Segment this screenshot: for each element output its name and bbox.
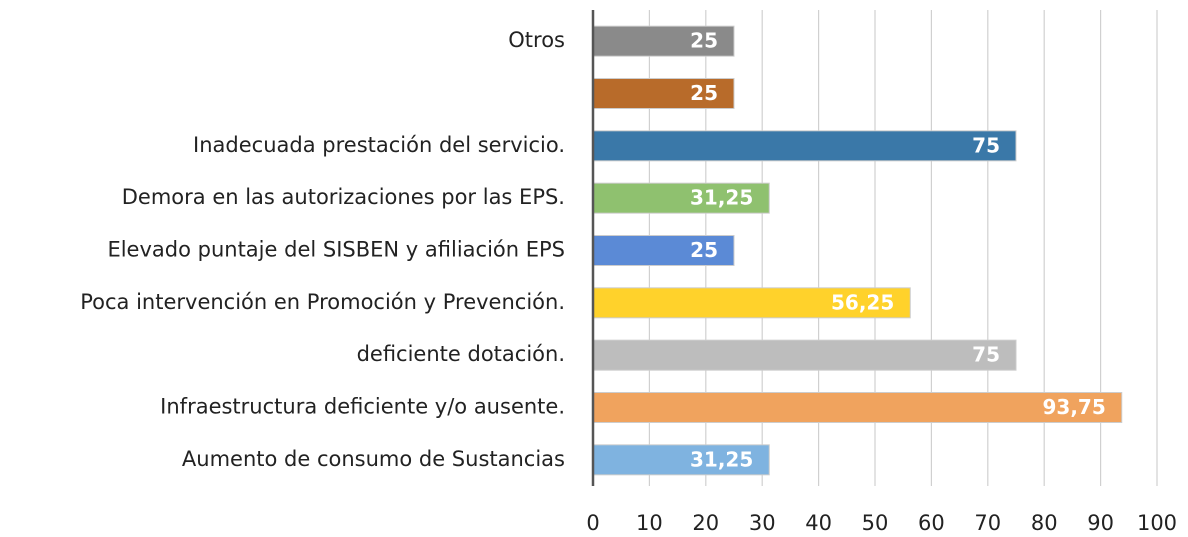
y-tick-label: Inadecuada prestación del servicio. xyxy=(193,133,565,157)
y-tick-label: deficiente dotación. xyxy=(357,342,565,366)
x-tick-label: 70 xyxy=(974,511,1001,535)
bar xyxy=(592,182,770,214)
y-tick-label: Demora en las autorizaciones por las EPS… xyxy=(122,185,565,209)
value-label: 31,25 xyxy=(690,447,753,471)
x-tick-label: 20 xyxy=(692,511,719,535)
bar xyxy=(592,235,735,266)
value-label: 25 xyxy=(690,238,718,262)
x-tick-label: 50 xyxy=(862,511,889,535)
value-label: 56,25 xyxy=(831,290,894,314)
y-tick-label: Otros xyxy=(508,28,565,52)
bar xyxy=(592,392,1123,423)
x-tick-label: 30 xyxy=(749,511,776,535)
x-tick-label: 100 xyxy=(1137,511,1177,535)
x-tick-label: 10 xyxy=(636,511,663,535)
bar xyxy=(592,78,735,109)
y-tick-label: Elevado puntaje del SISBEN y afiliación … xyxy=(107,238,565,262)
value-label: 75 xyxy=(972,133,1000,157)
value-label: 31,25 xyxy=(690,186,753,210)
value-label: 25 xyxy=(690,81,718,105)
y-tick-label: Aumento de consumo de Sustancias xyxy=(182,447,565,471)
value-label: 93,75 xyxy=(1042,395,1105,419)
y-tick-label: Poca intervención en Promoción y Prevenc… xyxy=(80,290,565,314)
x-tick-label: 90 xyxy=(1087,511,1114,535)
bar xyxy=(592,339,1017,371)
bar xyxy=(592,25,735,57)
x-tick-label: 80 xyxy=(1031,511,1058,535)
x-tick-label: 60 xyxy=(918,511,945,535)
y-tick-label: Infraestructura deficiente y/o ausente. xyxy=(160,395,565,419)
bar xyxy=(592,130,1017,162)
value-label: 25 xyxy=(690,29,718,53)
x-tick-label: 40 xyxy=(805,511,832,535)
x-tick-label: 0 xyxy=(586,511,599,535)
bar xyxy=(592,444,770,476)
value-label: 75 xyxy=(972,343,1000,367)
